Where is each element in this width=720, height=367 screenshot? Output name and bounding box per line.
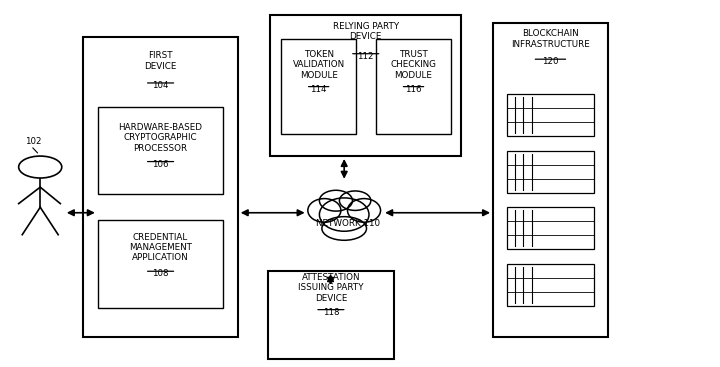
FancyBboxPatch shape (281, 39, 356, 134)
FancyBboxPatch shape (493, 23, 608, 337)
Text: RELYING PARTY
DEVICE: RELYING PARTY DEVICE (333, 22, 399, 41)
Ellipse shape (320, 198, 369, 231)
FancyBboxPatch shape (508, 264, 593, 306)
Ellipse shape (348, 199, 381, 222)
FancyBboxPatch shape (376, 39, 451, 134)
Text: HARDWARE-BASED
CRYPTOGRAPHIC
PROCESSOR: HARDWARE-BASED CRYPTOGRAPHIC PROCESSOR (119, 123, 202, 153)
FancyBboxPatch shape (270, 15, 461, 156)
FancyBboxPatch shape (268, 271, 394, 359)
Text: 112: 112 (358, 52, 374, 61)
Text: 114: 114 (310, 85, 327, 94)
Text: ATTESTATION
ISSUING PARTY
DEVICE: ATTESTATION ISSUING PARTY DEVICE (298, 273, 364, 303)
Text: BLOCKCHAIN
INFRASTRUCTURE: BLOCKCHAIN INFRASTRUCTURE (511, 29, 590, 49)
Text: 102: 102 (24, 137, 41, 146)
FancyBboxPatch shape (508, 207, 593, 249)
Text: 118: 118 (323, 308, 339, 317)
Text: CREDENTIAL
MANAGEMENT
APPLICATION: CREDENTIAL MANAGEMENT APPLICATION (129, 233, 192, 262)
Text: FIRST
DEVICE: FIRST DEVICE (145, 51, 177, 71)
Text: TRUST
CHECKING
MODULE: TRUST CHECKING MODULE (390, 50, 436, 80)
FancyBboxPatch shape (508, 94, 593, 136)
Ellipse shape (339, 191, 371, 210)
FancyBboxPatch shape (508, 150, 593, 193)
Text: 116: 116 (405, 85, 422, 94)
FancyBboxPatch shape (84, 37, 238, 337)
Text: 106: 106 (153, 160, 168, 169)
Ellipse shape (320, 190, 353, 211)
Text: 120: 120 (542, 57, 559, 66)
FancyBboxPatch shape (98, 220, 223, 308)
Ellipse shape (322, 217, 366, 240)
Text: 104: 104 (153, 81, 168, 90)
FancyBboxPatch shape (98, 107, 223, 195)
Ellipse shape (308, 199, 341, 222)
Text: TOKEN
VALIDATION
MODULE: TOKEN VALIDATION MODULE (292, 50, 345, 80)
Text: 108: 108 (153, 269, 168, 279)
Text: NETWORK 110: NETWORK 110 (316, 219, 380, 228)
